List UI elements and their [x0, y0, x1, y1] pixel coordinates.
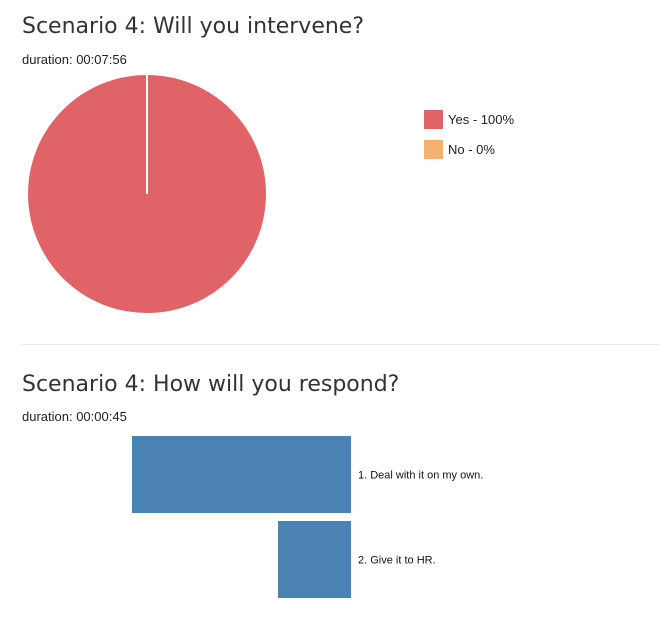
legend-swatch-no	[424, 139, 443, 159]
legend-item-yes: Yes - 100%	[424, 108, 514, 130]
pie-chart-title: Scenario 4: Will you intervene?	[22, 14, 365, 39]
pie-legend: Yes - 100% No - 0%	[424, 108, 514, 168]
bar-0	[132, 436, 351, 513]
bar-group: 1. Deal with it on my own. 2. Give it to …	[132, 436, 483, 598]
bar-chart: 1. Deal with it on my own. 2. Give it to …	[132, 436, 483, 598]
legend-label-yes: Yes - 100%	[448, 111, 515, 127]
bar-chart-duration: duration: 00:00:45	[22, 409, 127, 424]
bar-label-1: 2. Give it to HR.	[358, 555, 436, 567]
bar-1	[278, 521, 351, 598]
pie-chart-duration: duration: 00:07:56	[22, 52, 127, 67]
pie-chart	[28, 75, 266, 313]
bar-label-0: 1. Deal with it on my own.	[358, 470, 483, 482]
legend-item-no: No - 0%	[424, 138, 514, 160]
legend-label-no: No - 0%	[448, 141, 495, 157]
pie-slices	[28, 75, 266, 313]
legend-swatch-yes	[424, 109, 443, 129]
section-divider	[22, 344, 659, 345]
bar-chart-title: Scenario 4: How will you respond?	[22, 372, 400, 397]
